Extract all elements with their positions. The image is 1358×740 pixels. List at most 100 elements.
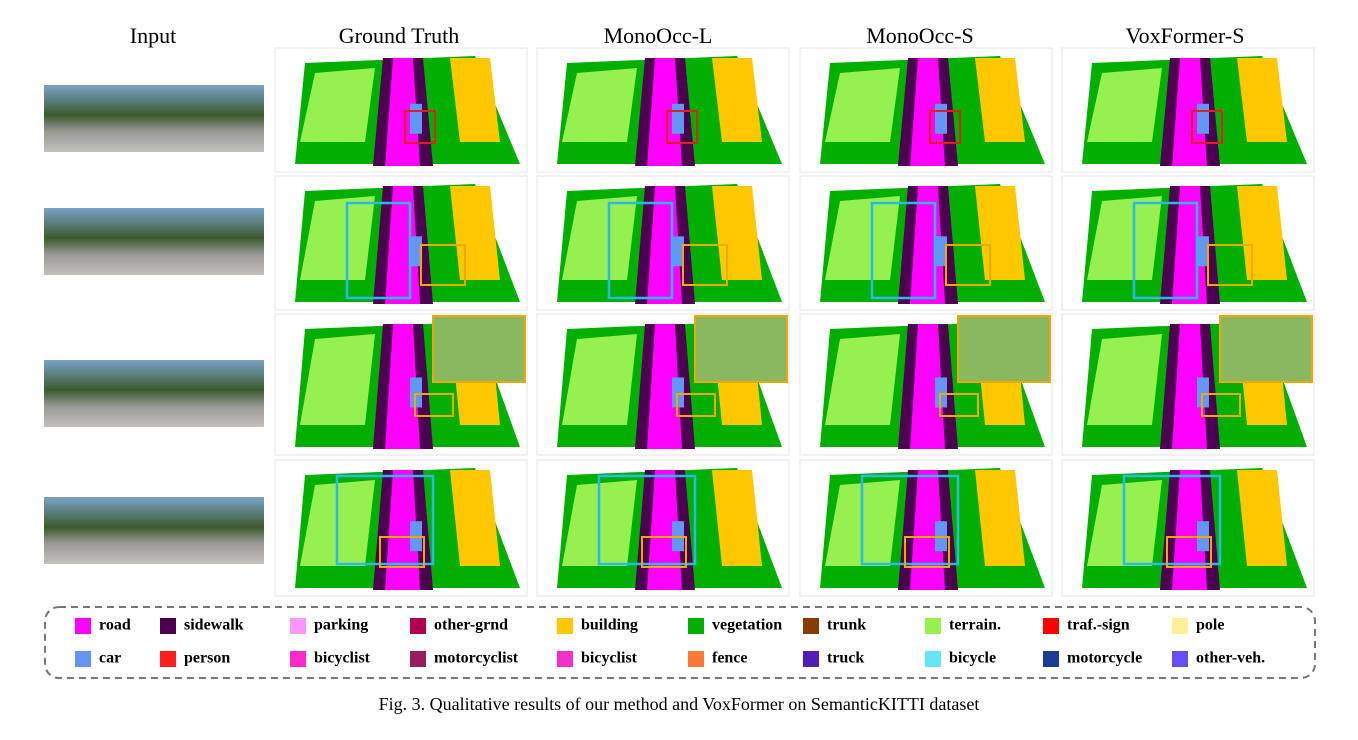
legend-swatch	[1172, 651, 1188, 667]
building	[1237, 186, 1287, 280]
legend-swatch	[1043, 651, 1059, 667]
highlight-box	[607, 201, 674, 300]
building	[712, 58, 762, 142]
caption: Fig. 3. Qualitative results of our metho…	[379, 694, 980, 714]
legend-label: sidewalk	[184, 617, 244, 634]
road	[910, 58, 945, 166]
legend-label: trunk	[827, 617, 866, 634]
highlight-box	[945, 244, 991, 286]
legend-label: other-veh.	[1196, 650, 1265, 667]
zoom-inset	[957, 315, 1051, 383]
legend-swatch	[75, 651, 91, 667]
legend-swatch	[75, 618, 91, 634]
highlight-box	[1122, 474, 1222, 566]
terrain	[562, 68, 637, 142]
legend-swatch	[410, 651, 426, 667]
terrain	[1087, 334, 1162, 425]
car	[672, 377, 684, 408]
terrain	[1087, 196, 1162, 280]
highlight-box	[379, 536, 425, 568]
road	[385, 470, 420, 590]
highlight-box	[904, 536, 950, 568]
column-header: MonoOcc-S	[866, 23, 974, 48]
highlight-box	[597, 474, 697, 566]
road	[385, 324, 420, 449]
terrain	[562, 334, 637, 425]
building	[450, 470, 500, 566]
highlight-box	[1191, 110, 1223, 144]
car	[1197, 377, 1209, 408]
legend-swatch	[557, 651, 573, 667]
legend-label: traf.-sign	[1067, 617, 1130, 634]
legend-swatch	[803, 618, 819, 634]
highlight-box	[1207, 244, 1253, 286]
legend-label: motorcycle	[1067, 650, 1142, 667]
highlight-box	[414, 393, 454, 417]
highlight-box	[870, 201, 937, 300]
building	[975, 186, 1025, 280]
road	[1172, 470, 1207, 590]
legend-label: pole	[1196, 617, 1224, 634]
road	[385, 58, 420, 166]
terrain	[825, 68, 900, 142]
zoom-inset	[1219, 315, 1313, 383]
zoom-inset	[432, 315, 526, 383]
legend-swatch	[688, 651, 704, 667]
road	[647, 324, 682, 449]
legend-box	[44, 606, 1316, 679]
terrain	[825, 196, 900, 280]
car	[410, 236, 422, 267]
terrain	[300, 68, 375, 142]
legend-label: fence	[712, 650, 748, 667]
highlight-box	[1166, 536, 1212, 568]
legend-swatch	[803, 651, 819, 667]
terrain	[1087, 68, 1162, 142]
terrain	[300, 196, 375, 280]
highlight-box	[929, 110, 961, 144]
legend-label: other-grnd	[434, 617, 508, 634]
terrain	[562, 196, 637, 280]
legend-label: truck	[827, 650, 864, 667]
legend-swatch	[160, 618, 176, 634]
legend-swatch	[290, 651, 306, 667]
legend-label: parking	[314, 617, 368, 634]
highlight-box	[420, 244, 466, 286]
column-header: MonoOcc-L	[604, 23, 713, 48]
column-header: Ground Truth	[339, 23, 459, 48]
car	[1197, 236, 1209, 267]
highlight-box	[335, 474, 435, 566]
road	[910, 470, 945, 590]
car	[410, 103, 422, 134]
road	[910, 324, 945, 449]
legend-swatch	[925, 618, 941, 634]
highlight-box	[404, 110, 436, 144]
legend-swatch	[557, 618, 573, 634]
legend-label: vegetation	[712, 617, 782, 634]
input-image	[44, 208, 264, 275]
car	[935, 103, 947, 134]
legend-swatch	[160, 651, 176, 667]
car	[935, 236, 947, 267]
terrain	[825, 334, 900, 425]
input-image	[44, 85, 264, 152]
legend-label: bicycle	[949, 650, 996, 667]
legend-label: terrain.	[949, 617, 1001, 634]
highlight-box	[860, 474, 960, 566]
legend-swatch	[290, 618, 306, 634]
car	[672, 236, 684, 267]
road	[647, 470, 682, 590]
building	[712, 186, 762, 280]
road	[1172, 324, 1207, 449]
column-header: VoxFormer-S	[1126, 23, 1245, 48]
input-image	[44, 360, 264, 427]
legend-label: road	[99, 617, 131, 634]
building	[1237, 58, 1287, 142]
legend-label: car	[99, 650, 121, 667]
car	[935, 377, 947, 408]
building	[450, 58, 500, 142]
building	[450, 186, 500, 280]
input-image	[44, 497, 264, 564]
highlight-box	[345, 201, 412, 300]
